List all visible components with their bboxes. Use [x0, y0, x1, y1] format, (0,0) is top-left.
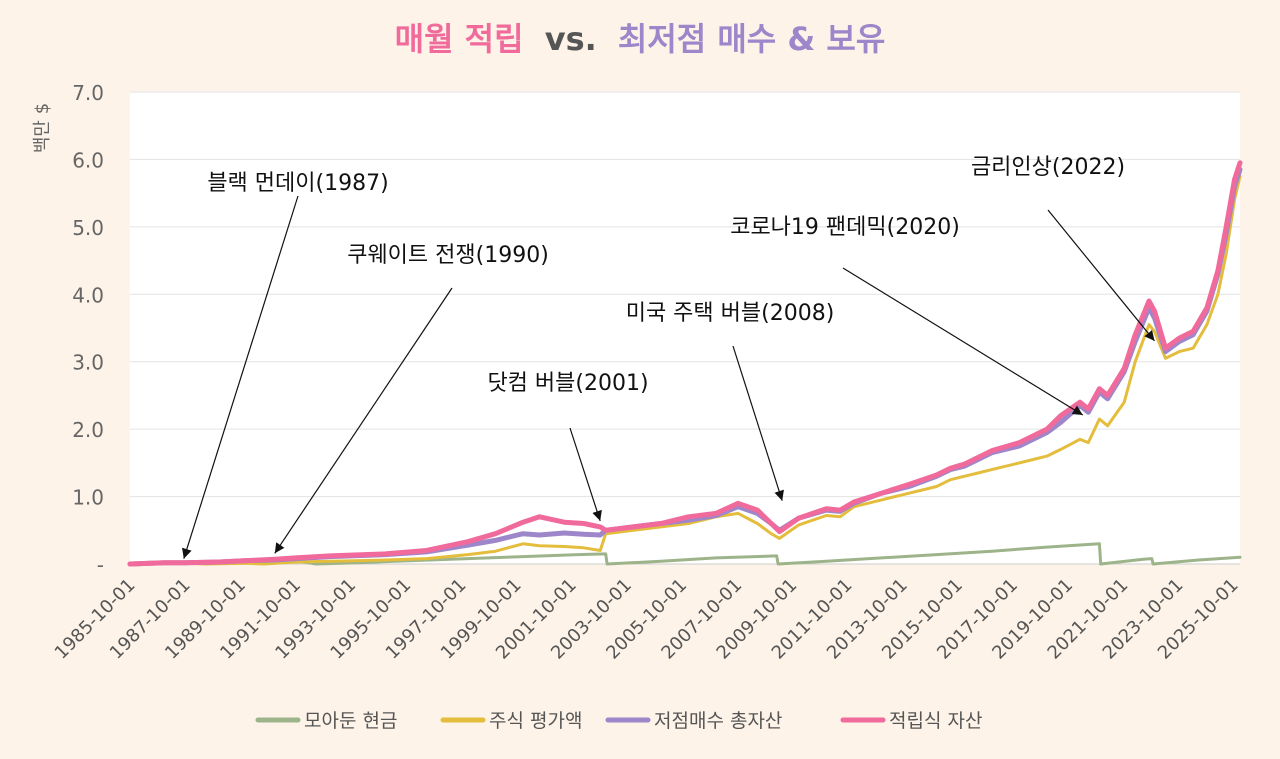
y-tick-label: 6.0: [72, 148, 104, 172]
y-tick-label: 4.0: [72, 283, 104, 307]
legend-label: 저점매수 총자산: [654, 710, 782, 732]
y-axis-label: 백만 $: [32, 103, 53, 153]
annotation-label: 닷컴 버블(2001): [487, 371, 648, 396]
y-tick-label: 7.0: [72, 81, 104, 105]
annotation-label: 쿠웨이트 전쟁(1990): [347, 243, 549, 268]
y-tick-label: 2.0: [72, 418, 104, 442]
chart-title-part1: 매월 적립: [395, 20, 524, 58]
annotation-arrow: [732, 345, 784, 501]
annotation-label: 블랙 먼데이(1987): [207, 171, 388, 196]
legend-label: 모아둔 현금: [304, 710, 397, 732]
annotation-arrow: [274, 287, 453, 554]
annotation-arrow: [1047, 209, 1155, 342]
plot-area: -1.02.03.04.05.06.07.01985-10-011987-10-…: [51, 81, 1243, 664]
legend-item: 적립식 자산: [840, 710, 982, 732]
legend-item: 주식 평가액: [440, 710, 582, 732]
chart-title: 매월 적립 vs. 최저점 매수 & 보유: [395, 20, 886, 58]
legend-label: 적립식 자산: [889, 710, 982, 732]
annotation-arrow: [182, 195, 299, 559]
annotation-label: 미국 주택 버블(2008): [626, 301, 835, 326]
legend-item: 모아둔 현금: [255, 710, 397, 732]
legend-item: 저점매수 총자산: [605, 710, 782, 732]
y-tick-label: 5.0: [72, 216, 104, 240]
y-tick-label: -: [97, 553, 104, 577]
y-tick-label: 1.0: [72, 486, 104, 510]
series-line: [127, 160, 1243, 567]
legend-label: 주식 평가액: [489, 710, 582, 732]
annotation-arrow: [842, 267, 1084, 416]
annotation-label: 코로나19 팬데믹(2020): [730, 215, 960, 240]
chart-title-part2: vs.: [545, 20, 597, 58]
annotation-arrow: [569, 427, 602, 522]
plot-background: [130, 92, 1240, 564]
y-tick-label: 3.0: [72, 351, 104, 375]
annotation-label: 금리인상(2022): [971, 155, 1125, 180]
legend: 모아둔 현금 주식 평가액 저점매수 총자산 적립식 자산: [255, 710, 982, 732]
chart-title-part3: 최저점 매수 & 보유: [618, 20, 885, 58]
